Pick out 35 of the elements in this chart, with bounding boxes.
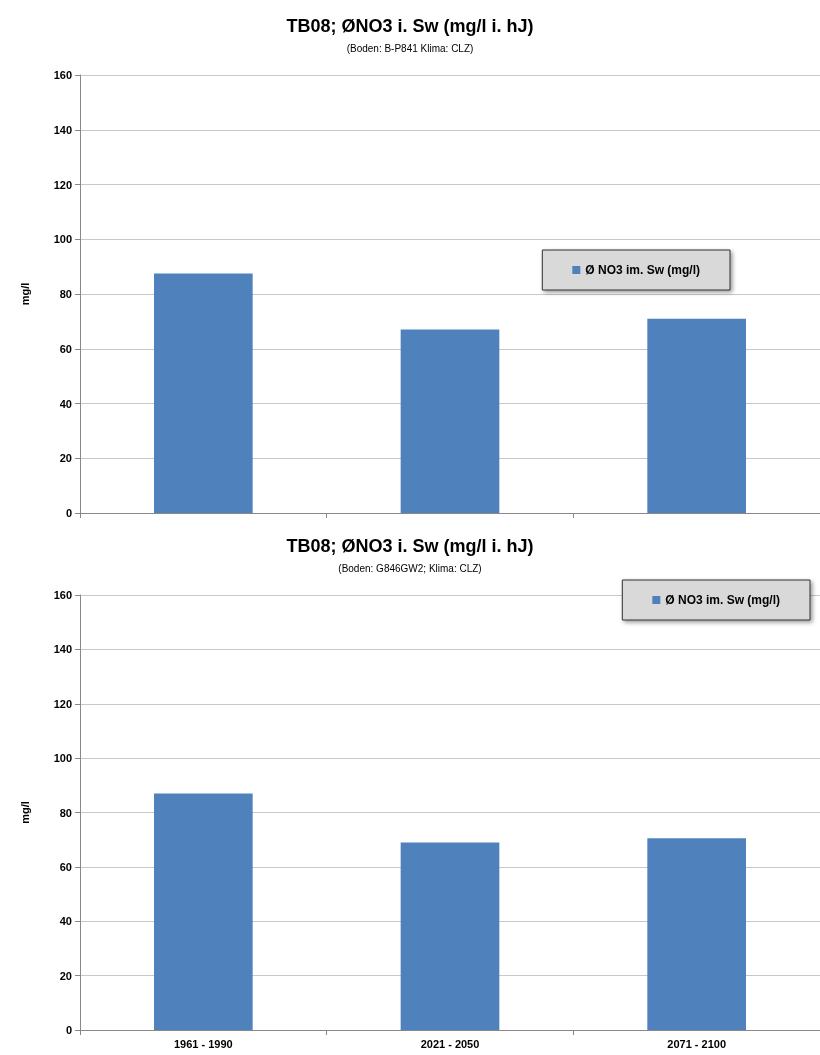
bar [154,793,253,1030]
y-tick-label: 40 [59,915,72,928]
y-tick-label: 140 [53,123,72,136]
chart-subtitle: (Boden: G846GW2; Klima: CLZ) [338,562,482,574]
y-tick-label: 160 [53,69,72,81]
bar [154,273,253,513]
chart-title: TB08; ØNO3 i. Sw (mg/l i. hJ) [286,16,534,36]
x-tick-label: 2071 - 2100 [667,1037,727,1050]
bar [647,318,746,513]
y-tick-label: 20 [59,969,72,982]
y-tick-label: 100 [53,233,72,246]
x-tick-label: 1961 - 1990 [173,1037,233,1050]
y-tick-label: 40 [59,397,72,410]
y-axis-title: mg/l [18,801,31,824]
y-tick-label: 160 [53,589,72,601]
bar [400,329,500,513]
y-tick-label: 120 [53,178,72,191]
y-tick-label: 0 [65,1024,72,1036]
y-axis-title: mg/l [18,282,31,306]
bar [400,842,500,1030]
y-tick-label: 20 [59,452,72,465]
legend-label: Ø NO3 im. Sw (mg/l) [585,263,701,277]
y-tick-label: 100 [53,752,72,765]
y-tick-label: 60 [59,860,72,873]
chart-title: TB08; ØNO3 i. Sw (mg/l i. hJ) [286,536,534,556]
y-tick-label: 140 [53,643,72,656]
y-tick-label: 120 [53,697,72,710]
chart-subtitle: (Boden: B-P841 Klima: CLZ) [346,42,474,54]
y-tick-label: 0 [65,507,72,519]
bar [647,838,746,1030]
y-tick-label: 80 [59,806,72,819]
x-tick-label: 2021 - 2050 [420,1037,480,1050]
legend-label: Ø NO3 im. Sw (mg/l) [665,593,781,607]
y-tick-label: 80 [59,288,72,300]
y-tick-label: 60 [59,342,72,355]
